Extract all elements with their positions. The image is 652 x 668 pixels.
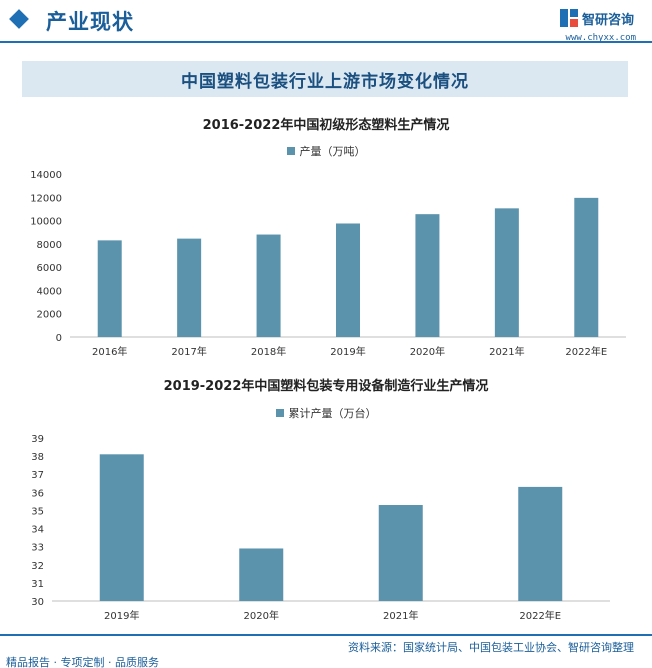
y-tick-label: 36 — [31, 488, 44, 499]
x-tick-label: 2019年 — [104, 609, 139, 622]
bar — [97, 240, 122, 337]
bar — [256, 234, 281, 337]
brand-url: www.chyxx.com — [565, 33, 636, 43]
y-tick-label: 14000 — [30, 170, 62, 181]
page-header: Industry status 产业现状 智研咨询 www.chyxx.com — [0, 0, 652, 43]
bar — [574, 197, 599, 337]
x-tick-label: 2019年 — [330, 345, 365, 358]
y-tick-label: 10000 — [30, 217, 62, 228]
y-tick-label: 6000 — [37, 263, 62, 274]
x-tick-label: 2020年 — [410, 345, 445, 358]
source-note: 资料来源：国家统计局、中国包装工业协会、智研咨询整理 — [348, 641, 634, 654]
legend-swatch — [275, 409, 284, 417]
y-tick-label: 32 — [31, 561, 44, 572]
y-tick-label: 30 — [31, 597, 44, 608]
x-tick-label: 2020年 — [244, 609, 279, 622]
legend-label: 累计产量（万台） — [288, 407, 377, 420]
y-tick-label: 8000 — [37, 240, 62, 251]
chart-title: 2016-2022年中国初级形态塑料生产情况 — [202, 118, 450, 133]
legend-label: 产量（万吨） — [299, 145, 366, 158]
y-tick-label: 33 — [31, 543, 44, 554]
banner-title: 中国塑料包装行业上游市场变化情况 — [181, 71, 469, 92]
header-divider — [0, 41, 652, 43]
bar — [99, 454, 144, 601]
chart-legend: 累计产量（万台） — [0, 405, 652, 421]
bar — [177, 238, 202, 337]
chart-equipment-output: 2019-2022年中国塑料包装专用设备制造行业生产情况 累计产量（万台） 30… — [0, 370, 652, 632]
y-tick-label: 2000 — [37, 310, 62, 321]
y-tick-label: 37 — [31, 470, 44, 481]
section-title: 产业现状 — [46, 10, 134, 34]
y-tick-label: 39 — [31, 434, 44, 445]
x-tick-label: 2017年 — [171, 345, 206, 358]
x-tick-label: 2022年E — [565, 345, 607, 358]
x-tick-label: 2016年 — [92, 345, 127, 358]
chart-plot: 0 2000 4000 6000 8000 10000 12000 14000 2016年 201… — [30, 170, 626, 358]
chart-plot: 30 31 32 33 34 35 36 37 38 39 2019年 2020年 2021年 2022年… — [31, 434, 610, 622]
bar — [494, 208, 519, 337]
diamond-icon — [9, 9, 29, 29]
y-tick-label: 4000 — [37, 286, 62, 297]
y-tick-label: 0 — [56, 333, 62, 344]
bar — [415, 214, 440, 337]
chart-title: 2019-2022年中国塑料包装专用设备制造行业生产情况 — [163, 379, 489, 394]
footer-divider — [0, 634, 652, 636]
x-tick-label: 2021年 — [489, 345, 524, 358]
y-tick-label: 35 — [31, 506, 44, 517]
brand-logo-icon — [559, 9, 578, 27]
footer-tagline: 精品报告 · 专项定制 · 品质服务 — [6, 656, 159, 668]
y-tick-label: 12000 — [30, 193, 62, 204]
bar — [518, 486, 563, 601]
bar — [336, 223, 360, 337]
brand-name: 智研咨询 — [581, 12, 634, 28]
bar — [239, 548, 284, 601]
bar — [378, 505, 423, 601]
report-banner: 中国塑料包装行业上游市场变化情况 — [22, 61, 628, 97]
y-tick-label: 34 — [31, 525, 44, 536]
y-tick-label: 38 — [31, 452, 44, 463]
chart-plastics-output: 2016-2022年中国初级形态塑料生产情况 产量（万吨） 0 2000 4000 6… — [0, 110, 652, 365]
x-tick-label: 2021年 — [383, 609, 418, 622]
brand-logo: 智研咨询 — [559, 8, 634, 28]
chart-legend: 产量（万吨） — [0, 143, 652, 159]
x-tick-label: 2022年E — [519, 609, 561, 622]
y-tick-label: 31 — [31, 579, 44, 590]
x-tick-label: 2018年 — [251, 345, 286, 358]
legend-swatch — [286, 147, 295, 155]
page-footer: 资料来源：国家统计局、中国包装工业协会、智研咨询整理 精品报告 · 专项定制 ·… — [0, 634, 652, 668]
